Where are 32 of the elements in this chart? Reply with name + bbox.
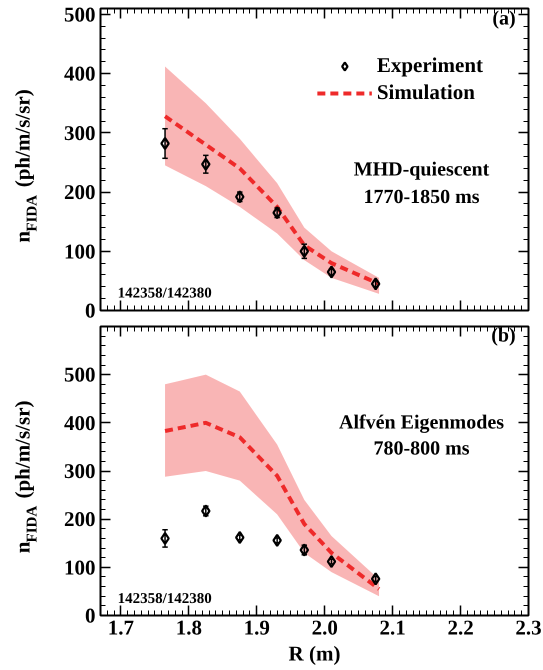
x-tick-label: 1.9 [244,616,270,640]
y-axis-title: nFIDA (ph/m/s/sr) [10,400,40,554]
y-tick-label: 500 [64,362,96,387]
y-tick-label: 0 [85,298,96,322]
y-tick-label: 100 [64,555,96,580]
y-tick-label: 400 [64,62,96,86]
annotation: 142358/142380 [118,285,212,302]
x-tick-label: 1.8 [176,616,202,640]
annotation: MHD-quiescent [354,158,490,181]
y-tick-label: 300 [64,120,96,145]
annotation: 142358/142380 [118,590,212,607]
y-tick-label: 100 [64,239,96,264]
annotation: 1770-1850 ms [363,186,480,208]
y-tick-label: 200 [64,180,96,204]
annotation: (a) [492,8,516,30]
x-axis-title: R (m) [288,642,340,666]
x-tick-label: 2.0 [312,616,338,640]
x-tick-label: 2.2 [447,616,474,640]
annotation: Alfvén Eigenmodes [339,411,504,434]
legend-label: Simulation [376,80,475,105]
y-tick-label: 400 [64,410,96,435]
y-tick-label: 300 [64,459,96,483]
y-tick-label: 0 [85,604,96,628]
annotation: 780-800 ms [373,437,470,460]
x-tick-label: 2.1 [380,616,406,640]
x-tick-label: 2.3 [515,616,542,640]
annotation: (b) [491,324,516,347]
y-axis-title: nFIDA (ph/m/s/sr) [10,89,40,243]
x-tick-label: 1.7 [108,616,134,640]
y-tick-label: 200 [64,507,96,532]
legend-label: Experiment [376,53,483,78]
y-tick-label: 500 [64,2,96,26]
